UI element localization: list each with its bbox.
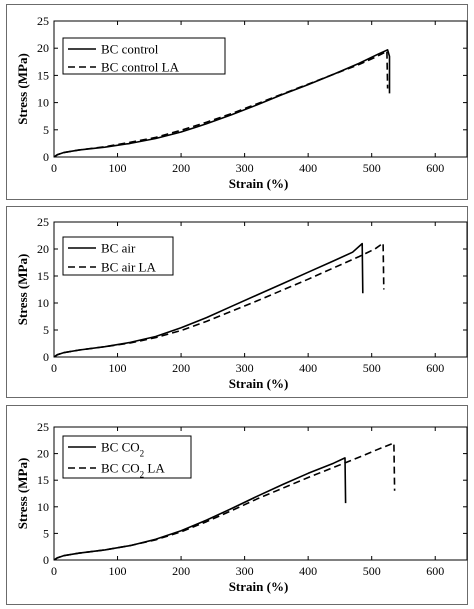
x-tick-label: 200: [172, 564, 190, 578]
legend-box: [62, 236, 174, 276]
x-tick-label: 300: [236, 161, 254, 175]
x-tick-label: 300: [236, 361, 254, 375]
x-tick-label: 400: [299, 161, 317, 175]
x-tick-label: 500: [363, 564, 381, 578]
x-tick-label: 500: [363, 361, 381, 375]
y-tick-label: 0: [43, 150, 49, 164]
x-tick-label: 100: [109, 564, 127, 578]
legend-box: [62, 435, 192, 479]
y-tick-label: 15: [37, 269, 49, 283]
y-axis-label: Stress (MPa): [15, 254, 30, 326]
series-line-2: [53, 50, 389, 158]
x-tick-label: 100: [109, 361, 127, 375]
y-tick-label: 10: [37, 96, 49, 110]
x-tick-label: 100: [109, 161, 127, 175]
y-tick-label: 0: [43, 553, 49, 567]
y-tick-label: 5: [43, 323, 49, 337]
series-line-1: [53, 242, 364, 358]
x-tick-label: 300: [236, 564, 254, 578]
x-tick-label: 0: [51, 161, 57, 175]
stress-strain-chart-air: 0 100 200 300 400 500 600 0 5 10 15 20 25 Strain (%) S…: [15, 215, 468, 391]
y-tick-label: 25: [37, 14, 49, 28]
y-tick-label: 25: [37, 420, 49, 434]
series-line-2: [53, 442, 396, 561]
x-tick-label: 500: [363, 161, 381, 175]
x-tick-label: 0: [51, 564, 57, 578]
legend-label-2: BC CO2 LA: [101, 461, 165, 480]
x-tick-label: 0: [51, 361, 57, 375]
stress-strain-chart-co2: 0 100 200 300 400 500 600 0 5 10 15 20 25 Strain (%) S…: [15, 420, 468, 594]
x-tick-label: 200: [172, 361, 190, 375]
x-tick-label: 200: [172, 161, 190, 175]
y-tick-label: 20: [37, 41, 49, 55]
x-axis-label: Strain (%): [229, 579, 289, 594]
legend-box: [62, 37, 226, 75]
stress-strain-chart-control: 0 100 200 300 400 500 600 0 5 10 15 20 25 Strain (%) S…: [15, 14, 468, 191]
y-tick-label: 15: [37, 68, 49, 82]
y-tick-label: 5: [43, 526, 49, 540]
y-tick-label: 10: [37, 296, 49, 310]
y-axis-label: Stress (MPa): [15, 53, 30, 125]
legend-label-2: BC control LA: [101, 60, 180, 75]
y-tick-label: 15: [37, 473, 49, 487]
series-line-2: [53, 242, 385, 358]
x-tick-label: 400: [299, 361, 317, 375]
plot-area: [53, 20, 468, 158]
plot-area: [53, 426, 468, 561]
plot-area: [53, 221, 468, 358]
y-tick-label: 0: [43, 350, 49, 364]
chart-panel-co2: 0 100 200 300 400 500 600 0 5 10 15 20 25 Strain (%) S…: [6, 405, 468, 605]
x-axis-label: Strain (%): [229, 176, 289, 191]
chart-panel-control: 0 100 200 300 400 500 600 0 5 10 15 20 25 Strain (%) S…: [6, 4, 468, 200]
x-tick-label: 400: [299, 564, 317, 578]
x-tick-label: 600: [426, 161, 444, 175]
x-tick-label: 600: [426, 564, 444, 578]
legend-label-1: BC control: [101, 42, 159, 57]
chart-panel-air: 0 100 200 300 400 500 600 0 5 10 15 20 25 Strain (%) S…: [6, 206, 468, 398]
x-tick-label: 600: [426, 361, 444, 375]
y-tick-label: 5: [43, 123, 49, 137]
legend-label-1: BC CO2: [101, 440, 144, 459]
y-tick-label: 20: [37, 447, 49, 461]
y-tick-label: 20: [37, 242, 49, 256]
x-axis-label: Strain (%): [229, 376, 289, 391]
y-axis-label: Stress (MPa): [15, 458, 30, 530]
legend-label-1: BC air: [101, 241, 136, 256]
y-tick-label: 25: [37, 215, 49, 229]
series-line-1: [53, 457, 347, 561]
y-tick-label: 10: [37, 500, 49, 514]
legend-label-2: BC air LA: [101, 260, 156, 275]
